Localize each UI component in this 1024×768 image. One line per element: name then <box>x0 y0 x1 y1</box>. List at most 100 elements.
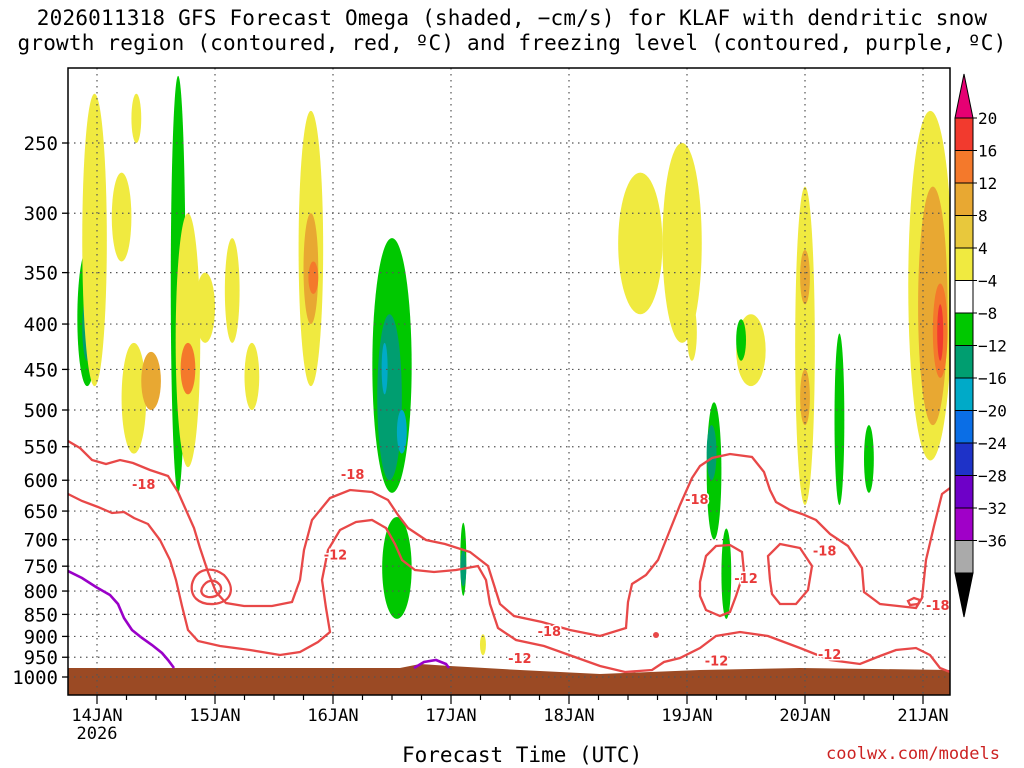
y-tick-label: 1000 <box>12 667 58 689</box>
y-tick-label: 350 <box>24 263 58 285</box>
omega-region <box>381 342 388 395</box>
omega-region <box>82 93 107 387</box>
dendritic-contour-small <box>766 542 814 606</box>
colorbar-segment <box>954 280 974 314</box>
colorbar-segment <box>954 312 974 346</box>
dendritic-contour-12 <box>68 492 950 674</box>
colorbar-segment <box>954 215 974 249</box>
x-tick-sublabel: 2026 <box>77 724 118 744</box>
chart-title-line-1: 2026011318 GFS Forecast Omega (shaded, −… <box>36 6 988 30</box>
omega-region <box>687 304 697 361</box>
omega-region <box>111 172 132 262</box>
colorbar: 20 16 12 8 4 −4 −8 −12 −16 −20 −24 −28 −32 −36 <box>954 73 1007 618</box>
colorbar-label: 20 <box>978 109 997 128</box>
colorbar-label: −24 <box>978 434 1007 453</box>
colorbar-label: 16 <box>978 142 997 161</box>
colorbar-top-arrow <box>954 73 974 119</box>
y-tick-label: 650 <box>24 501 58 523</box>
dendritic-contour-small <box>906 596 922 607</box>
colorbar-segment <box>954 540 974 574</box>
y-tick-label: 900 <box>24 626 58 648</box>
omega-region <box>121 342 147 454</box>
contour-label: -12 <box>508 652 532 667</box>
contour-layer <box>68 440 950 674</box>
y-tick-label: 250 <box>24 133 58 155</box>
colorbar-segment <box>954 475 974 509</box>
omega-region <box>308 261 319 295</box>
y-tick-label: 500 <box>24 400 58 422</box>
omega-region <box>736 319 746 361</box>
omega-region <box>479 634 486 656</box>
omega-region <box>721 528 732 619</box>
omega-region <box>224 238 240 343</box>
contour-label: -18 <box>132 478 156 493</box>
omega-region <box>834 333 845 506</box>
y-tick-label: 400 <box>24 314 58 336</box>
y-tick-label: 950 <box>24 647 58 669</box>
contour-label: -12 <box>734 572 758 587</box>
axes-layer: 2503003504004505005506006507007508008509… <box>12 133 948 744</box>
omega-region <box>387 539 402 592</box>
ground-layer <box>68 664 950 695</box>
credit-text: coolwx.com/models <box>826 744 1000 764</box>
omega-region <box>706 425 717 481</box>
chart-title-line-2: growth region (contoured, red, ºC) and f… <box>17 31 1007 55</box>
colorbar-label: −4 <box>978 272 997 291</box>
omega-region <box>618 172 663 315</box>
contour-label: -12 <box>818 648 842 663</box>
omega-region <box>800 369 810 426</box>
omega-region <box>141 351 161 410</box>
plot-frame <box>67 67 951 696</box>
y-tick-label: 600 <box>24 470 58 492</box>
colorbar-label: 4 <box>978 239 988 258</box>
omega-region <box>175 213 201 468</box>
x-tick-label: 19JAN <box>661 706 712 726</box>
omega-region <box>244 342 260 411</box>
colorbar-segment <box>954 442 974 476</box>
y-tick-label: 800 <box>24 581 58 603</box>
y-tick-label: 750 <box>24 556 58 578</box>
colorbar-segment <box>954 345 974 379</box>
x-tick-label: 15JAN <box>189 706 240 726</box>
contour-label: -18 <box>813 544 837 559</box>
colorbar-label: −32 <box>978 499 1007 518</box>
x-tick-label: 14JAN <box>71 706 122 726</box>
x-axis-label: Forecast Time (UTC) <box>402 743 643 767</box>
x-tick-label: 17JAN <box>425 706 476 726</box>
colorbar-segment <box>954 247 974 281</box>
dendritic-contour-small <box>190 568 232 606</box>
x-tick-label: 20JAN <box>779 706 830 726</box>
omega-region <box>864 425 874 493</box>
dendritic-contour-dot <box>653 632 659 638</box>
dendritic-contour-small <box>698 543 746 618</box>
x-tick-label: 21JAN <box>897 706 948 726</box>
dendritic-contour-12 <box>68 440 950 638</box>
contour-label: -18 <box>341 468 365 483</box>
colorbar-label: −16 <box>978 369 1007 388</box>
freezing-level-contour <box>413 658 451 670</box>
colorbar-bottom-arrow <box>954 572 974 618</box>
ground-surface <box>68 664 950 695</box>
contour-label: -18 <box>685 493 709 508</box>
colorbar-label: −20 <box>978 402 1007 421</box>
y-tick-label: 700 <box>24 530 58 552</box>
colorbar-segment <box>954 150 974 184</box>
contour-label: -12 <box>324 549 348 564</box>
freezing-level-contour <box>68 569 176 669</box>
colorbar-segment <box>954 507 974 541</box>
y-tick-label: 300 <box>24 203 58 225</box>
colorbar-segment <box>954 377 974 411</box>
omega-region <box>795 186 815 506</box>
colorbar-label: −36 <box>978 532 1007 551</box>
colorbar-segment <box>954 410 974 444</box>
y-tick-label: 450 <box>24 359 58 381</box>
omega-region <box>131 93 142 143</box>
colorbar-label: −28 <box>978 467 1007 486</box>
omega-region <box>662 143 702 343</box>
omega-region <box>396 410 407 454</box>
x-tick-label: 16JAN <box>307 706 358 726</box>
omega-region <box>800 249 810 305</box>
omega-region <box>377 314 402 481</box>
contour-label: -18 <box>538 625 562 640</box>
